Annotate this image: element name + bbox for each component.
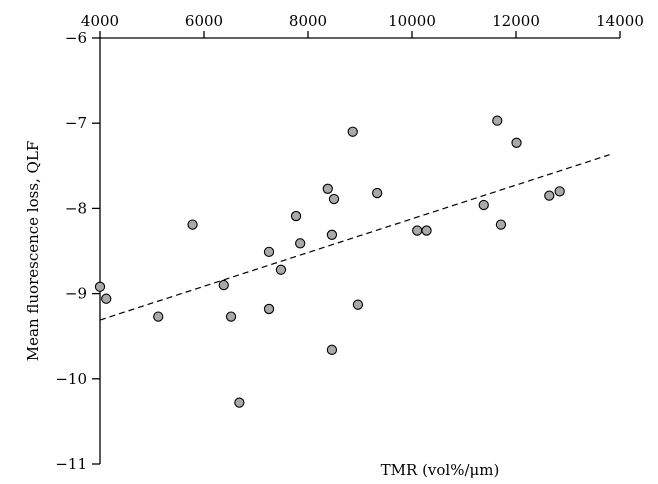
x-tick-label: 10000 (388, 12, 436, 30)
x-ticks: 4000 6000 8000 10000 12000 14000 (81, 12, 644, 38)
x-axis-title: TMR (vol%/μm) (381, 461, 500, 479)
data-point (101, 293, 112, 304)
data-point (372, 187, 383, 199)
data-point (326, 344, 338, 355)
data-point (412, 225, 423, 236)
data-point (275, 264, 287, 275)
data-points (94, 115, 565, 408)
data-point (94, 281, 106, 292)
axes (99, 37, 620, 464)
data-point (187, 219, 198, 230)
x-tick-label: 8000 (289, 12, 327, 30)
trendline (99, 154, 610, 321)
y-tick-label: −7 (65, 114, 87, 132)
x-tick-label: 6000 (185, 12, 223, 30)
data-point (295, 238, 306, 249)
y-ticks: −6 −7 −8 −9 −10 −11 (55, 29, 100, 473)
data-point (492, 115, 503, 126)
data-point (153, 311, 164, 322)
x-tick-label: 14000 (596, 12, 644, 30)
data-point (263, 303, 275, 315)
data-point (352, 299, 364, 310)
y-axis-title: Mean fluorescence loss, QLF (24, 141, 42, 361)
data-point (263, 246, 275, 258)
y-tick-label: −6 (65, 29, 87, 47)
data-point (347, 126, 358, 137)
data-point (218, 279, 229, 291)
y-tick-label: −10 (55, 370, 87, 388)
data-point (495, 219, 507, 230)
data-point (421, 225, 432, 236)
x-tick-label: 4000 (81, 12, 119, 30)
data-point (328, 193, 340, 205)
x-tick-label: 12000 (492, 12, 540, 30)
y-tick-label: −11 (55, 455, 87, 473)
data-point (478, 199, 489, 211)
y-tick-label: −9 (65, 285, 87, 303)
data-point (225, 311, 237, 322)
data-point (290, 210, 302, 222)
data-point (322, 183, 333, 194)
y-tick-label: −8 (65, 199, 87, 217)
data-point (511, 137, 522, 148)
data-point (234, 397, 245, 408)
data-point (554, 186, 565, 197)
data-point (326, 229, 338, 240)
data-point (544, 190, 555, 201)
